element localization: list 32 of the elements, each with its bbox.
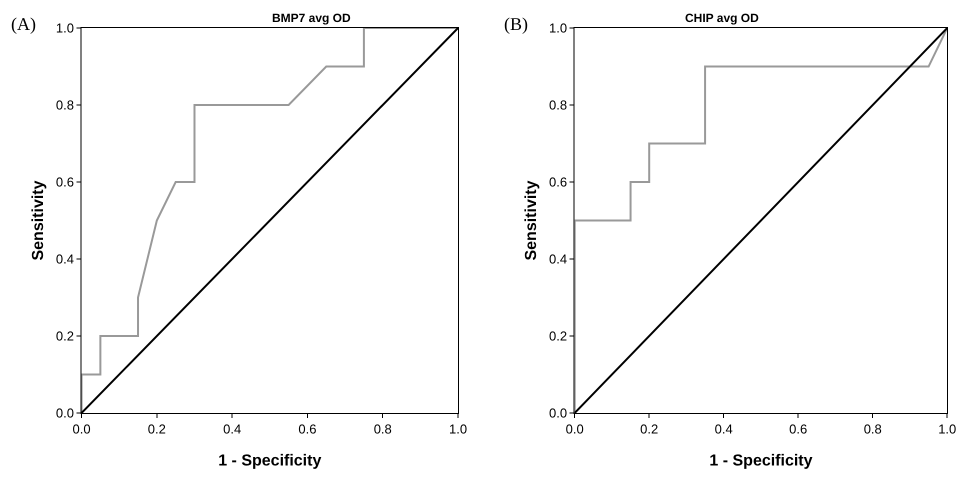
y-tick-label: 0.6: [549, 174, 568, 190]
y-axis-title: Sensitivity: [522, 180, 540, 261]
x-tick-label: 0.6: [298, 422, 316, 437]
y-tick-label: 0.8: [56, 98, 74, 113]
y-tick-label: 0.2: [56, 328, 74, 344]
x-tick-label: 0.8: [374, 422, 392, 437]
x-tick-label: 1.0: [938, 422, 956, 437]
y-tick-label: 0.2: [549, 328, 568, 344]
x-tick-label: 0.8: [864, 422, 882, 437]
x-tick-label: 0.4: [714, 422, 733, 437]
y-tick-label: 0.0: [549, 406, 568, 421]
chart-title: BMP7 avg OD: [272, 11, 352, 25]
text: (A): [11, 14, 36, 34]
y-tick-label: 0.4: [56, 252, 74, 267]
y-tick-label: 0.8: [549, 98, 568, 113]
chart-title: CHIP avg OD: [685, 11, 760, 25]
x-tick-label: 0.0: [72, 422, 91, 437]
y-tick-label: 0.6: [56, 174, 74, 190]
y-tick-label: 1.0: [549, 20, 568, 36]
x-tick-label: 1.0: [448, 422, 468, 437]
y-tick-label: 1.0: [56, 20, 74, 36]
x-tick-label: 0.2: [148, 422, 166, 437]
x-tick-label: 0.4: [223, 422, 242, 437]
x-tick-label: 0.0: [566, 422, 584, 437]
x-tick-label: 0.2: [640, 422, 658, 437]
x-tick-label: 0.6: [789, 422, 808, 437]
x-axis-title: 1 - Specificity: [218, 452, 322, 470]
y-tick-label: 0.0: [56, 406, 74, 421]
y-tick-label: 0.4: [549, 252, 568, 267]
y-axis-title: Sensitivity: [30, 180, 47, 261]
x-axis-title: 1 - Specificity: [709, 452, 813, 470]
text: (B): [504, 14, 528, 34]
